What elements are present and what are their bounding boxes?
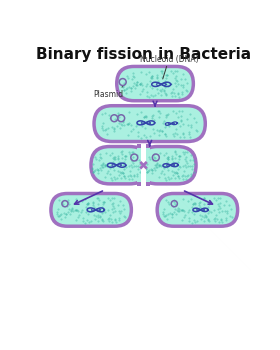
FancyBboxPatch shape — [49, 192, 133, 228]
FancyBboxPatch shape — [93, 148, 147, 182]
FancyBboxPatch shape — [92, 104, 207, 143]
FancyBboxPatch shape — [159, 195, 236, 224]
Bar — [141, 145, 146, 186]
FancyBboxPatch shape — [118, 68, 192, 99]
FancyBboxPatch shape — [137, 145, 150, 186]
FancyBboxPatch shape — [140, 148, 194, 182]
FancyBboxPatch shape — [89, 145, 150, 186]
FancyBboxPatch shape — [53, 195, 130, 224]
FancyBboxPatch shape — [137, 148, 150, 182]
FancyBboxPatch shape — [155, 192, 239, 228]
FancyBboxPatch shape — [96, 107, 204, 140]
FancyBboxPatch shape — [137, 145, 198, 186]
FancyBboxPatch shape — [115, 65, 195, 103]
Text: Binary fission in Bacteria: Binary fission in Bacteria — [36, 47, 251, 62]
Text: Nucleoid (DNA): Nucleoid (DNA) — [140, 55, 198, 79]
Text: Plasmid: Plasmid — [94, 87, 123, 99]
